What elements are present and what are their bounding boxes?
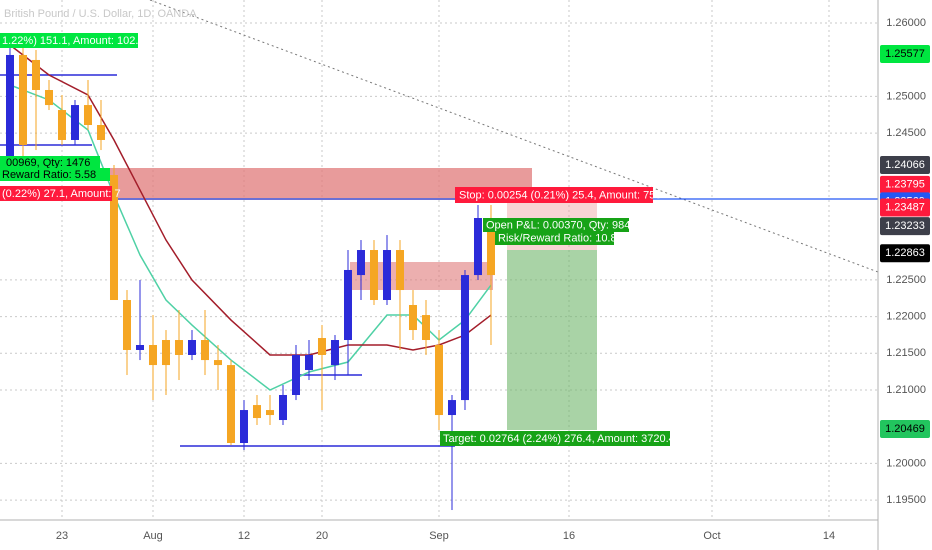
candle-body [18, 54, 27, 145]
price-tag-label: 1.22863 [885, 247, 925, 259]
y-tick-label: 1.25000 [886, 90, 926, 102]
candle-body [408, 304, 417, 331]
target-zone [507, 250, 597, 430]
y-tick-label: 1.22000 [886, 311, 926, 323]
candle-body [213, 360, 222, 366]
candle-body [187, 340, 196, 355]
y-tick-label: 1.26000 [886, 17, 926, 29]
left-label: Reward Ratio: 5.58 [2, 169, 96, 181]
candle-body [343, 269, 352, 341]
candle-body [395, 250, 404, 291]
candle-body [473, 218, 482, 276]
price-tag-label: 1.20469 [885, 423, 925, 435]
price-tag [880, 198, 930, 217]
x-tick-label: 20 [316, 530, 328, 542]
y-tick-label: 1.21500 [886, 347, 926, 359]
y-tick-label: 1.22500 [886, 274, 926, 286]
y-tick-label: 1.24500 [886, 127, 926, 139]
candle-body [434, 345, 443, 416]
left-label: (0.22%) 27.1, Amount: 7 [2, 188, 121, 200]
candle-body [460, 275, 469, 401]
candle-body [122, 300, 131, 350]
label-bg [0, 186, 112, 201]
candle-body [382, 250, 391, 301]
label-bg [440, 431, 670, 446]
price-tag [880, 419, 930, 438]
x-tick-label: 14 [823, 530, 835, 542]
price-tag-label: 1.25577 [885, 48, 925, 60]
x-tick-label: Aug [143, 530, 163, 542]
price-tag [880, 155, 930, 174]
price-tag-label: 1.23487 [885, 201, 925, 213]
label-bg [455, 187, 653, 203]
candle-body [447, 400, 456, 416]
candle-body [278, 394, 287, 421]
price-tag-label: 1.23795 [885, 179, 925, 191]
candle-body [44, 89, 53, 106]
y-tick-label: 1.19500 [886, 494, 926, 506]
price-tag [880, 217, 930, 236]
stop-label: Stop: 0.00254 (0.21%) 25.4, Amount: 750 [459, 189, 661, 201]
candle-body [265, 410, 274, 416]
candle-body [421, 315, 430, 341]
plot [5, 40, 495, 511]
axes: 1.26000 1.25000 1.24500 1.22500 1.22000 1.215… [56, 17, 930, 542]
price-tag [880, 45, 930, 64]
y-tick-label: 1.20000 [886, 457, 926, 469]
candle-body [57, 110, 66, 140]
price-tag-label: 1.24066 [885, 159, 925, 171]
left-label: 1.22%) 151.1, Amount: 102.3 [2, 35, 145, 47]
candle-body [317, 338, 326, 355]
label-bg [495, 231, 614, 245]
y-tick-label: 1.21000 [886, 384, 926, 396]
candle-body [239, 410, 248, 443]
pnl-label: Open P&L: 0.00370, Qty: 98425 [486, 219, 643, 231]
candle-body [291, 354, 300, 395]
target-label: Target: 0.02764 (2.24%) 276.4, Amount: 3… [443, 433, 681, 445]
candle-body [31, 59, 40, 90]
label-bg [0, 156, 100, 169]
price-tag [880, 175, 930, 194]
x-tick-label: 16 [563, 530, 575, 542]
x-tick-label: 23 [56, 530, 68, 542]
x-tick-label: Sep [429, 530, 449, 542]
candle-body [356, 250, 365, 276]
candle-body [96, 125, 105, 140]
ratio-label: Risk/Reward Ratio: 10.88 [498, 232, 623, 244]
label-bg [0, 33, 138, 48]
candle-body [83, 105, 92, 126]
left-label: 00969, Qty: 1476 [6, 157, 90, 169]
x-tick-label: 12 [238, 530, 250, 542]
candle-body [70, 105, 79, 140]
candle-body [5, 54, 14, 161]
price-tag [880, 244, 930, 263]
x-tick-label: Oct [703, 530, 720, 542]
candle-body [135, 345, 144, 350]
label-bg [0, 168, 110, 181]
candle-body [304, 354, 313, 371]
candle-body [200, 340, 209, 361]
candle-body [226, 365, 235, 443]
candle-body [174, 340, 183, 355]
chart-title: British Pound / U.S. Dollar, 1D, OANDA [4, 8, 197, 20]
candle-body [369, 250, 378, 301]
price-tag-label: 1.23233 [885, 220, 925, 232]
candle-body [161, 340, 170, 366]
candle-body [252, 405, 261, 419]
candle-body [109, 174, 118, 301]
candle-body [330, 340, 339, 366]
candle-body [148, 345, 157, 366]
candle-body [486, 229, 495, 276]
label-bg [483, 218, 629, 232]
